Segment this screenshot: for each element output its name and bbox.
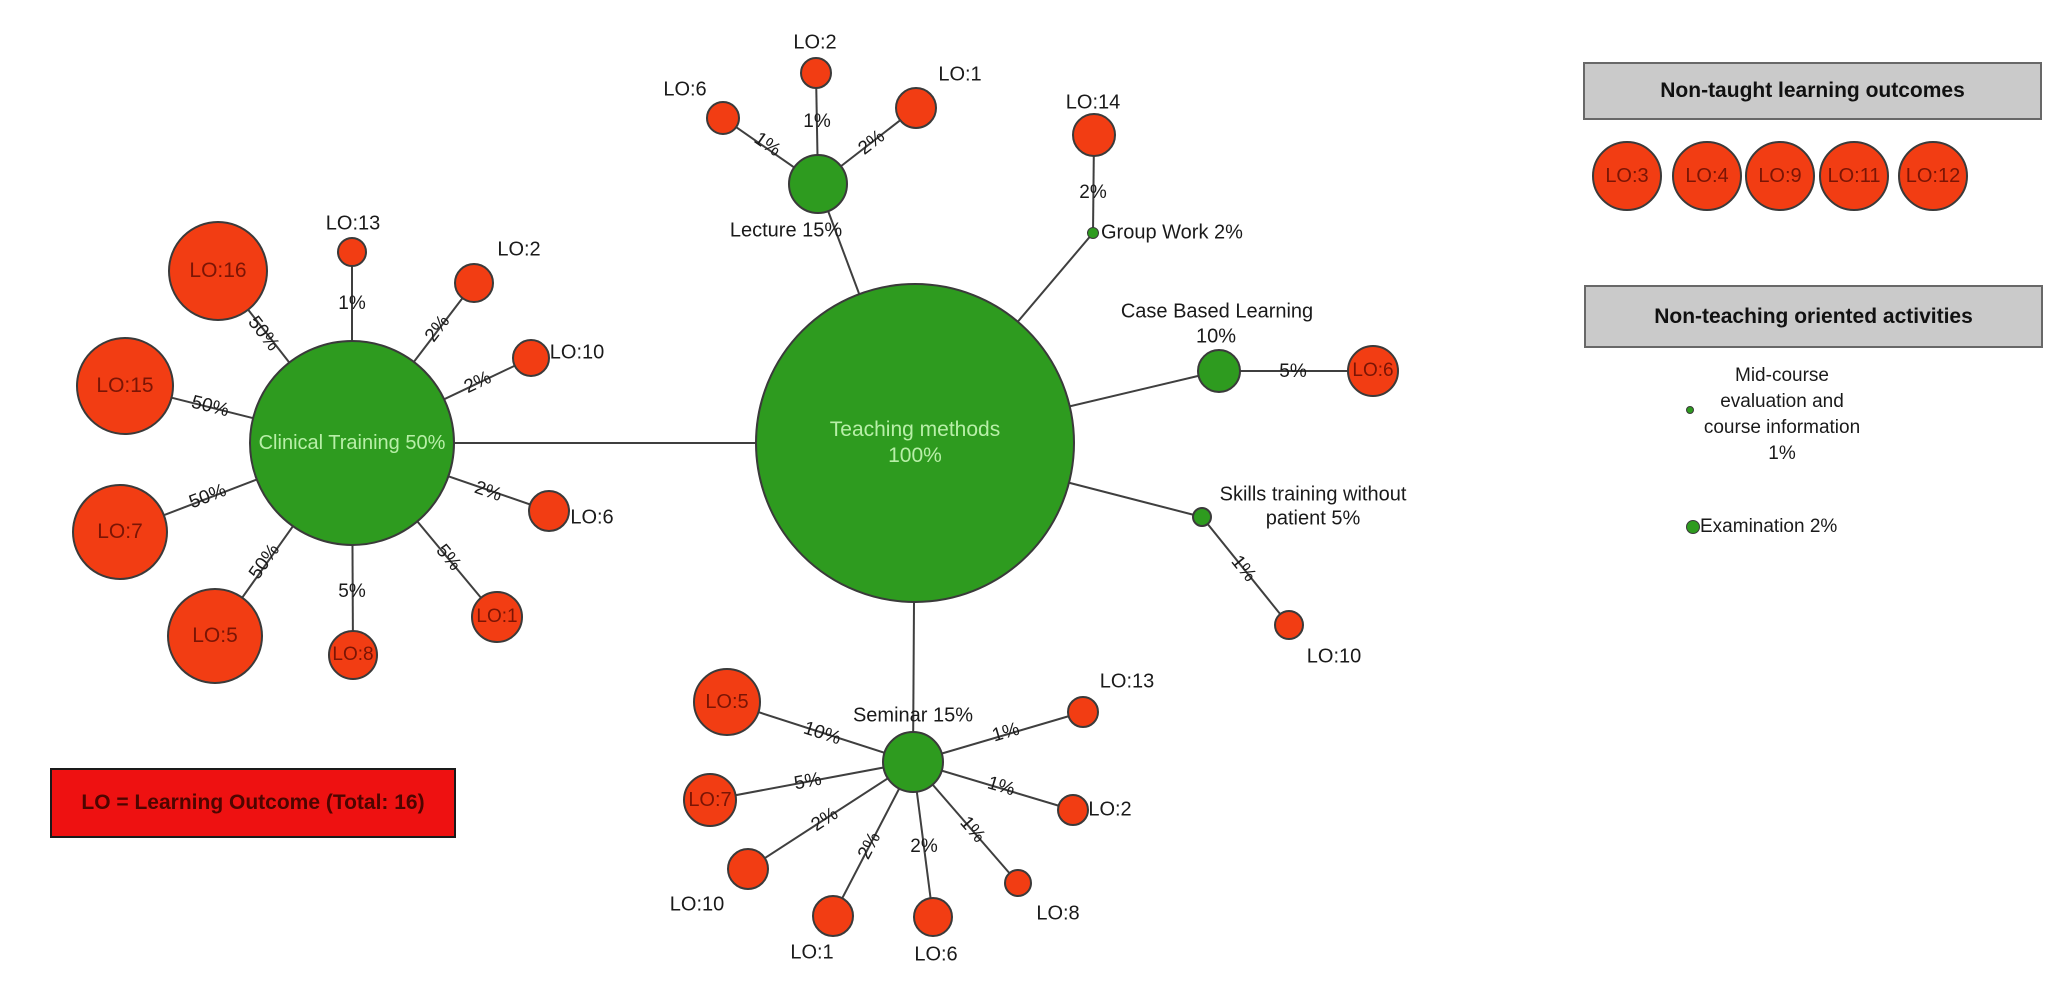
node-lo5-seminar: LO:5 bbox=[693, 668, 761, 736]
node-lo3-panel: LO:3 bbox=[1592, 141, 1662, 211]
edge-label-seminar-lo6-seminar: 2% bbox=[910, 836, 938, 857]
label-lo8-seminar-label: LO:8 bbox=[1036, 902, 1080, 925]
node-lo8-seminar bbox=[1004, 869, 1032, 897]
node-lo16-clinical: LO:16 bbox=[168, 221, 268, 321]
node-lo11-panel: LO:11 bbox=[1819, 141, 1889, 211]
node-lo6-cbl: LO:6 bbox=[1347, 345, 1399, 397]
label-lo1-lecture-label: LO:1 bbox=[938, 63, 982, 86]
node-lo6-seminar bbox=[913, 897, 953, 937]
node-lo1-clinical: LO:1 bbox=[471, 591, 523, 643]
node-examination-dot bbox=[1686, 520, 1700, 534]
label-lo13-clinical-label: LO:13 bbox=[325, 212, 381, 235]
node-lo14-groupwork bbox=[1072, 113, 1116, 157]
label-lecture-title: Lecture 15% bbox=[729, 219, 843, 242]
node-lo13-seminar bbox=[1067, 696, 1099, 728]
node-label-lo3-panel: LO:3 bbox=[1605, 164, 1649, 187]
label-lo6-seminar-label: LO:6 bbox=[914, 943, 958, 966]
label-lo2-lecture-label: LO:2 bbox=[793, 31, 837, 54]
node-lo1-lecture bbox=[895, 87, 937, 129]
panel-non-taught-learning-outcomes: Non-taught learning outcomes bbox=[1583, 62, 2042, 120]
edge-label-clinical-training-lo13-clinical: 1% bbox=[338, 293, 366, 314]
panel-non-teaching-title: Non-teaching oriented activities bbox=[1654, 304, 1973, 328]
panel-non-taught-title: Non-taught learning outcomes bbox=[1660, 79, 1965, 102]
node-lo7-clinical: LO:7 bbox=[72, 484, 168, 580]
node-lo6-clinical bbox=[528, 490, 570, 532]
label-group-work-title: Group Work 2% bbox=[1101, 221, 1243, 244]
node-midcourse-dot bbox=[1686, 406, 1694, 414]
node-lo12-panel: LO:12 bbox=[1898, 141, 1968, 211]
node-case-based-learning bbox=[1197, 349, 1241, 393]
edge-label-case-based-learning-lo6-cbl: 5% bbox=[1279, 361, 1307, 382]
node-label-lo8-clinical: LO:8 bbox=[332, 644, 374, 666]
lo-definition-note-box: LO = Learning Outcome (Total: 16) bbox=[50, 768, 456, 838]
edge-label-group-work-lo14-groupwork: 2% bbox=[1079, 182, 1107, 203]
node-label-lo6-cbl: LO:6 bbox=[1352, 360, 1394, 382]
edge-skills-training-lo10-skills bbox=[1201, 516, 1290, 626]
label-lo14-groupwork-label: LO:14 bbox=[1065, 91, 1121, 114]
node-label-lo9-panel: LO:9 bbox=[1758, 164, 1802, 187]
label-skills-title-line1: Skills training without bbox=[1219, 483, 1407, 506]
label-cbl-title-line1: Case Based Learning bbox=[1120, 300, 1314, 323]
label-lo10-seminar-label: LO:10 bbox=[669, 893, 725, 916]
node-clinical-training: Clinical Training 50% bbox=[249, 340, 455, 546]
node-skills-training bbox=[1192, 507, 1212, 527]
node-label-lo15-clinical: LO:15 bbox=[96, 373, 154, 397]
examination-text: Examination 2% bbox=[1700, 516, 1838, 537]
label-lo10-skills-label: LO:10 bbox=[1306, 645, 1362, 668]
node-seminar bbox=[882, 731, 944, 793]
node-lo2-seminar bbox=[1057, 794, 1089, 826]
node-lo2-lecture bbox=[800, 57, 832, 89]
node-lo10-seminar bbox=[727, 848, 769, 890]
node-lo15-clinical: LO:15 bbox=[76, 337, 174, 435]
label-lo13-seminar-label: LO:13 bbox=[1099, 670, 1155, 693]
node-lo9-panel: LO:9 bbox=[1745, 141, 1815, 211]
node-label-teaching-methods: Teaching methods 100% bbox=[829, 417, 1001, 467]
node-lo13-clinical bbox=[337, 237, 367, 267]
node-lo4-panel: LO:4 bbox=[1672, 141, 1742, 211]
lo-definition-note-label: LO = Learning Outcome (Total: 16) bbox=[81, 791, 425, 814]
node-label-lo1-clinical: LO:1 bbox=[476, 606, 518, 628]
node-teaching-methods: Teaching methods 100% bbox=[755, 283, 1075, 603]
node-lecture bbox=[788, 154, 848, 214]
label-lo1-seminar-label: LO:1 bbox=[790, 941, 834, 964]
edge-label-clinical-training-lo8-clinical: 5% bbox=[338, 581, 366, 602]
label-cbl-title-line2: 10% bbox=[1195, 325, 1237, 348]
edge-seminar-lo10-seminar bbox=[747, 761, 914, 870]
node-lo7-seminar: LO:7 bbox=[683, 773, 737, 827]
node-label-lo5-seminar: LO:5 bbox=[705, 690, 749, 713]
node-label-lo7-seminar: LO:7 bbox=[688, 788, 732, 811]
label-seminar-title: Seminar 15% bbox=[852, 704, 974, 727]
node-lo10-clinical bbox=[512, 339, 550, 377]
label-lo10-clinical-label: LO:10 bbox=[549, 341, 605, 364]
node-label-lo12-panel: LO:12 bbox=[1905, 164, 1961, 187]
node-lo6-lecture bbox=[706, 101, 740, 135]
node-lo2-clinical bbox=[454, 263, 494, 303]
node-lo1-seminar bbox=[812, 895, 854, 937]
node-label-lo16-clinical: LO:16 bbox=[189, 258, 247, 282]
panel-non-teaching-oriented-activities: Non-teaching oriented activities bbox=[1584, 285, 2043, 348]
node-lo8-clinical: LO:8 bbox=[328, 630, 378, 680]
node-label-lo4-panel: LO:4 bbox=[1685, 164, 1729, 187]
edge-label-lecture-lo2-lecture: 1% bbox=[803, 111, 831, 132]
node-lo5-clinical: LO:5 bbox=[167, 588, 263, 684]
node-label-lo11-panel: LO:11 bbox=[1827, 164, 1881, 187]
node-label-lo5-clinical: LO:5 bbox=[192, 623, 238, 647]
midcourse-text: Mid-course evaluation and course informati… bbox=[1703, 365, 1861, 464]
label-lo6-clinical-label: LO:6 bbox=[570, 506, 614, 529]
label-lo2-seminar-label: LO:2 bbox=[1088, 798, 1132, 821]
label-lo2-clinical-label: LO:2 bbox=[497, 238, 541, 261]
node-label-lo7-clinical: LO:7 bbox=[97, 519, 143, 543]
node-group-work bbox=[1087, 227, 1099, 239]
node-lo10-skills bbox=[1274, 610, 1304, 640]
label-skills-title-line2: patient 5% bbox=[1265, 507, 1361, 530]
node-label-clinical-training: Clinical Training 50% bbox=[258, 431, 446, 454]
label-lo6-lecture-label: LO:6 bbox=[663, 78, 707, 101]
edge-seminar-lo7-seminar bbox=[709, 761, 914, 801]
